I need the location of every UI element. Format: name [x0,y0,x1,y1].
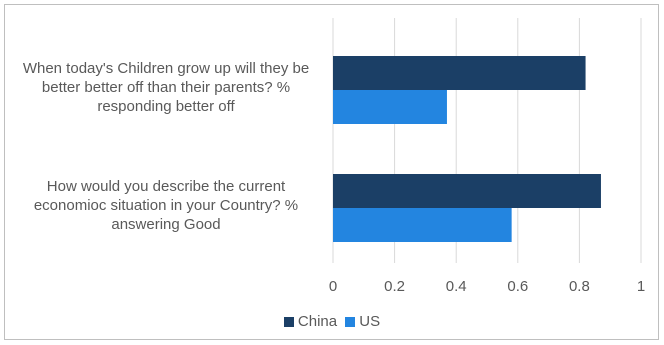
legend-item-us: US [345,313,380,330]
bar-us-1 [333,208,512,242]
bar-china-1 [333,174,601,208]
legend-label-china: China [297,313,338,330]
legend-swatch-china [283,316,294,327]
legend: China US [0,313,664,331]
bar-china-0 [333,56,586,90]
x-tick-label-4: 0.8 [569,278,590,295]
x-tick-label-1: 0.2 [384,278,405,295]
x-tick-label-5: 1 [637,278,645,295]
legend-label-us: US [359,313,381,330]
x-tick-label-3: 0.6 [507,278,528,295]
category-label-0: When today's Children grow up will they … [22,60,310,115]
legend-swatch-us [345,316,356,327]
x-tick-label-2: 0.4 [446,278,467,295]
bar-us-0 [333,90,447,124]
legend-item-china: China [283,313,338,330]
x-tick-label-0: 0 [329,278,337,295]
category-label-1: How would you describe the current econo… [33,178,299,233]
